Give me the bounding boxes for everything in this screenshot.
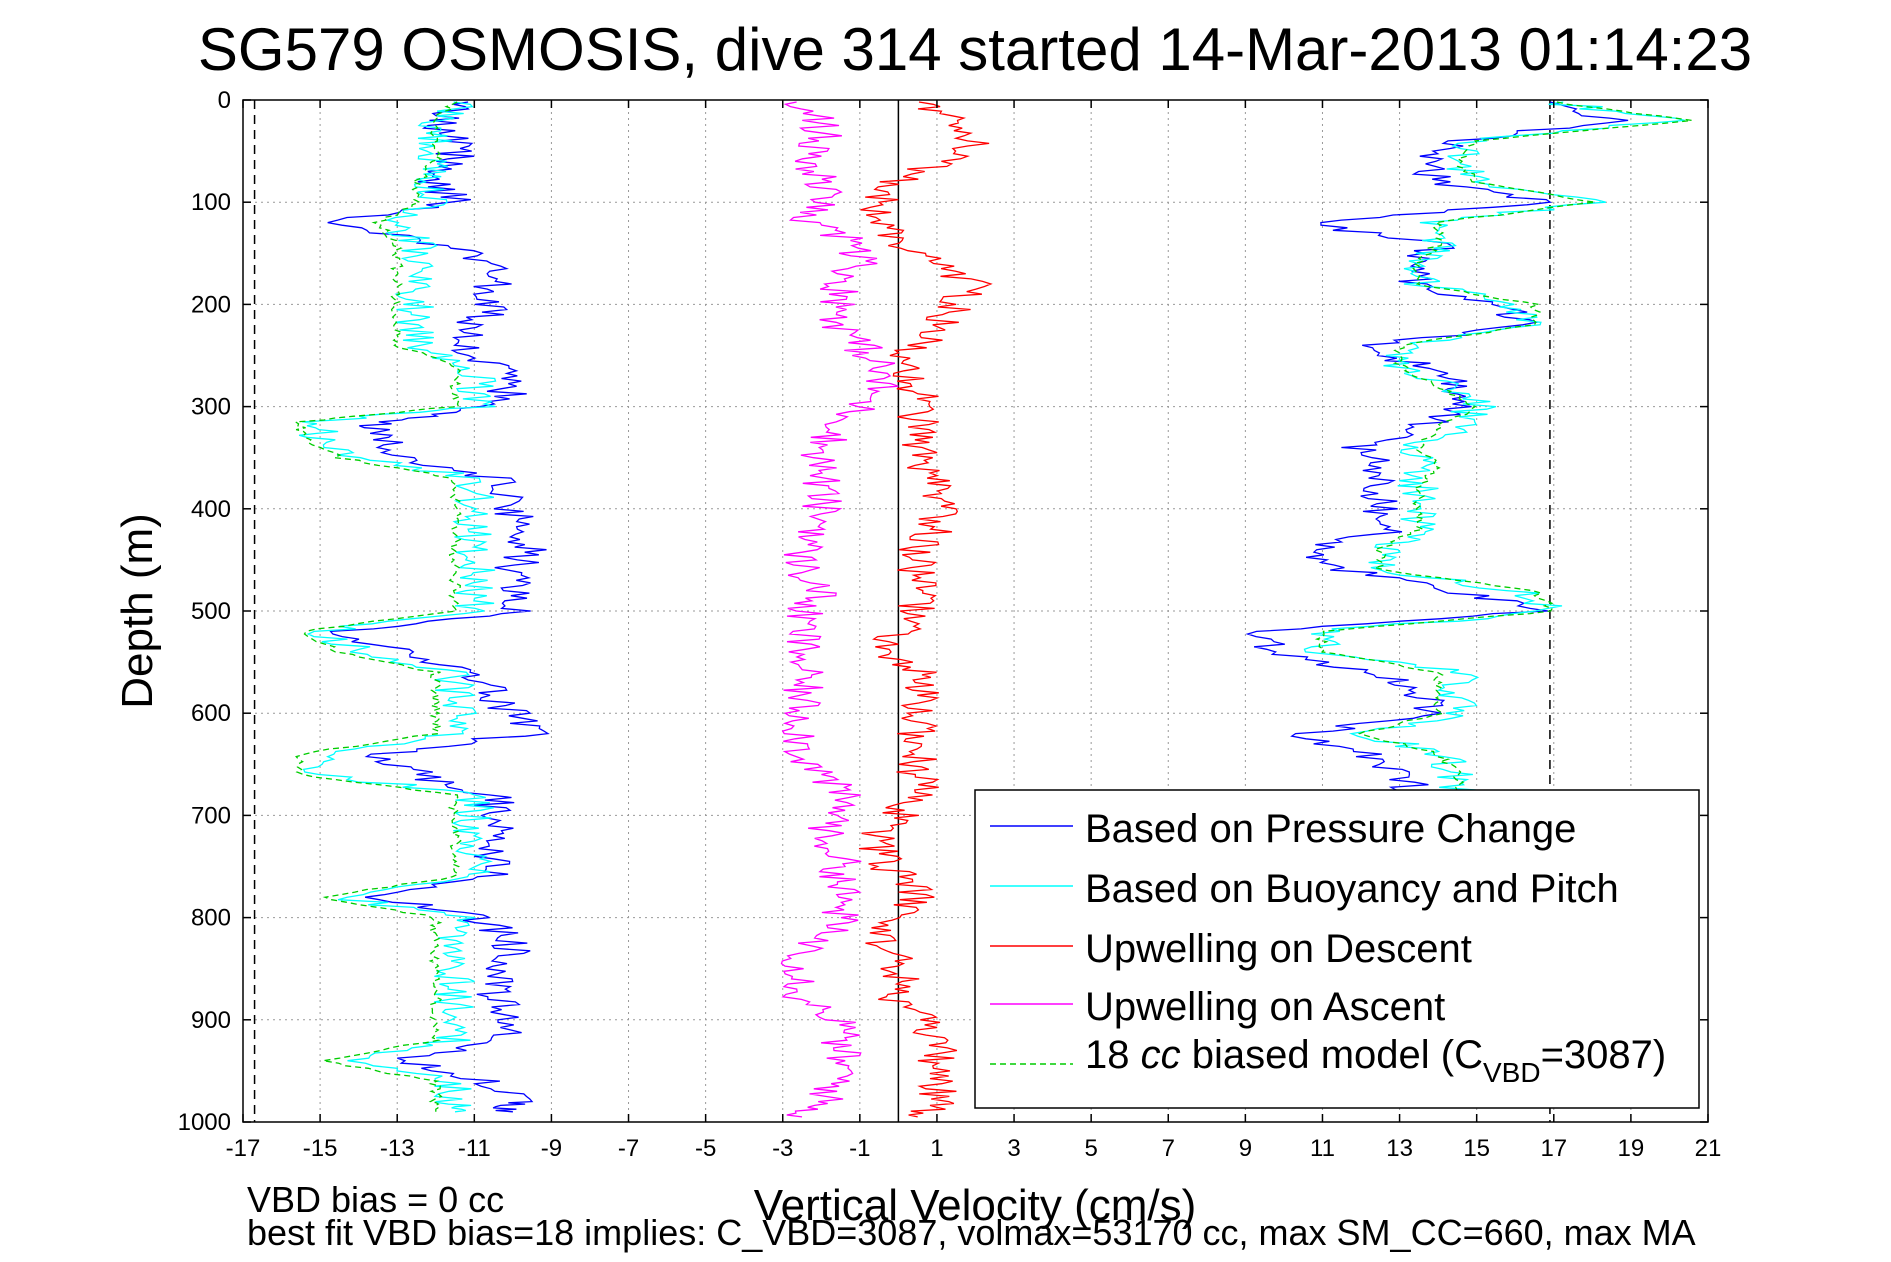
x-tick-label: -5	[695, 1135, 716, 1162]
y-tick-label: 700	[191, 802, 231, 829]
series-line	[780, 101, 899, 1118]
y-tick-label: 0	[218, 87, 231, 114]
series-line	[1245, 101, 1629, 796]
y-tick-label: 100	[191, 189, 231, 216]
series-3	[780, 101, 899, 1118]
series-2	[858, 101, 993, 1118]
annotation-vbd-bias: VBD bias = 0 cc	[247, 1179, 504, 1220]
legend-model-cc: cc	[1141, 1033, 1181, 1077]
legend: Based on Pressure Change Based on Buoyan…	[974, 789, 1700, 1109]
series-line	[293, 101, 462, 1112]
legend-model-prefix: 18	[1085, 1033, 1141, 1077]
legend-box	[974, 789, 1700, 1109]
x-tick-label: 17	[1540, 1135, 1567, 1162]
x-tick-label: -1	[849, 1135, 870, 1162]
x-tick-label: -9	[541, 1135, 562, 1162]
x-tick-label: 1	[930, 1135, 943, 1162]
y-tick-label: 800	[191, 905, 231, 932]
y-tick-label: 200	[191, 291, 231, 318]
y-axis-label: Depth (m)	[113, 513, 162, 709]
legend-label-buoyancy: Based on Buoyancy and Pitch	[1085, 867, 1619, 911]
x-tick-label: 3	[1007, 1135, 1020, 1162]
x-tick-label: 5	[1084, 1135, 1097, 1162]
legend-model-subscript: VBD	[1483, 1057, 1541, 1088]
y-tick-label: 600	[191, 700, 231, 727]
legend-label-descent: Upwelling on Descent	[1085, 927, 1472, 971]
legend-model-middle: biased model (C	[1181, 1033, 1483, 1077]
y-tick-label: 1000	[178, 1109, 231, 1136]
x-tick-label: -13	[380, 1135, 415, 1162]
series-4	[293, 101, 1692, 1112]
x-tick-label: 11	[1310, 1135, 1335, 1162]
legend-label-model: 18 cc biased model (CVBD=3087)	[1085, 1033, 1666, 1088]
annotation-best-fit: best fit VBD bias=18 implies: C_VBD=3087…	[247, 1212, 1696, 1253]
series-line	[858, 101, 993, 1118]
x-tick-label: 7	[1162, 1135, 1175, 1162]
x-ticks: -17 -15 -13 -11 -9 -7 -5 -3 -1 1 3 5 7 9 11 13 15 17 19 21	[226, 100, 1722, 1162]
series-0	[327, 101, 1629, 1113]
x-axis-label: Vertical Velocity (cm/s)	[754, 1181, 1197, 1230]
x-tick-label: 9	[1239, 1135, 1252, 1162]
x-tick-label: -3	[772, 1135, 793, 1162]
legend-label-pressure: Based on Pressure Change	[1085, 807, 1576, 851]
chart-title: SG579 OSMOSIS, dive 314 started 14-Mar-2…	[198, 16, 1752, 83]
x-tick-label: 13	[1386, 1135, 1413, 1162]
x-tick-label: 21	[1695, 1135, 1722, 1162]
legend-label-ascent: Upwelling on Ascent	[1085, 985, 1445, 1029]
series-line	[1314, 101, 1692, 796]
y-tick-label: 500	[191, 598, 231, 625]
series-line	[298, 101, 497, 1113]
legend-model-suffix: =3087)	[1541, 1033, 1667, 1077]
y-tick-label: 300	[191, 394, 231, 421]
series-layer	[293, 101, 1692, 1118]
x-tick-label: 15	[1463, 1135, 1490, 1162]
y-tick-label: 400	[191, 496, 231, 523]
y-tick-label: 900	[191, 1007, 231, 1034]
x-tick-label: -11	[458, 1135, 491, 1162]
x-tick-label: -7	[618, 1135, 639, 1162]
x-tick-label: 19	[1618, 1135, 1645, 1162]
y-ticks: 0 100 200 300 400 500 600 700 800 900 1000	[178, 87, 1708, 1136]
series-line	[327, 101, 550, 1113]
x-tick-label: -15	[303, 1135, 338, 1162]
x-tick-label: -17	[226, 1135, 261, 1162]
